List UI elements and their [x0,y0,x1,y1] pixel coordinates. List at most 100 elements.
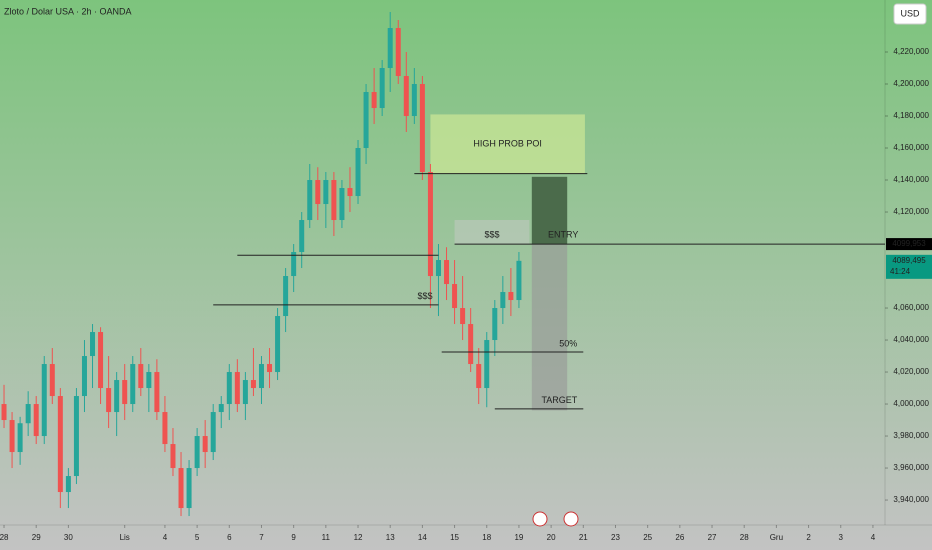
candle-body [315,180,321,205]
x-tick-label: 20 [547,533,556,542]
x-tick-label: 5 [195,533,200,542]
candle-body [202,436,208,453]
candle-body [379,68,385,109]
candle-body [355,148,361,197]
candle-body [283,276,289,317]
x-tick-label: 28 [0,533,9,542]
candle-body [194,436,200,469]
y-tick-label: 4,180,000 [893,111,929,120]
zone-label: $$$ [484,229,499,239]
candle-body [242,380,248,405]
candle-body [186,468,192,509]
candle-body [65,476,71,493]
y-tick-label: 4,120,000 [893,207,929,216]
zone [454,220,530,245]
candle-body [291,252,297,277]
candle-body [371,92,377,109]
candle-body [49,364,55,397]
candle-body [452,284,458,309]
x-tick-label: 18 [482,533,491,542]
level-label: TARGET [541,395,577,405]
x-tick-label: 6 [227,533,232,542]
candle-body [339,188,345,221]
chart-title: Zloto / Dolar USA · 2h · OANDA [4,6,132,16]
y-tick-label: 4,140,000 [893,175,929,184]
x-tick-label: 15 [450,533,459,542]
price-tag-countdown: 41:24 [890,267,911,276]
candle-body [460,308,466,325]
level-label: 50% [559,338,577,348]
candle-body [419,84,425,173]
x-tick-label: Gru [770,533,783,542]
x-tick-label: 21 [579,533,588,542]
candle-body [395,28,401,77]
candle-body [9,420,15,453]
y-tick-label: 4,060,000 [893,303,929,312]
x-tick-label: 12 [354,533,363,542]
candle-body [387,28,393,69]
x-tick-label: 28 [740,533,749,542]
x-tick-label: 29 [32,533,41,542]
zone [531,244,568,411]
x-tick-label: 13 [386,533,395,542]
x-tick-label: 30 [64,533,73,542]
candle-body [33,404,39,437]
x-tick-label: 19 [514,533,523,542]
y-tick-label: 3,940,000 [893,495,929,504]
candle-body [162,412,168,445]
candle-body [500,292,506,309]
candle-body [363,92,369,149]
candle-body [90,332,96,357]
candle-body [484,340,490,389]
x-tick-label: 27 [708,533,717,542]
candle-body [210,412,216,453]
zone [430,114,585,174]
candle-body [476,364,482,389]
event-icon[interactable] [563,511,579,527]
candle-body [130,364,136,405]
y-tick-label: 4,000,000 [893,399,929,408]
candle-body [73,396,79,477]
y-tick-label: 4,020,000 [893,367,929,376]
currency-button[interactable] [893,3,927,25]
x-tick-label: 9 [291,533,296,542]
currency-label[interactable]: USD [900,8,920,18]
x-tick-label: 2 [806,533,811,542]
candle-body [323,180,329,205]
candle-body [508,292,514,301]
candle-body [275,316,281,373]
candle-body [516,260,522,301]
candle-body [411,84,417,117]
candle-body [1,404,7,421]
candle-body [154,372,160,413]
candle-body [427,172,433,277]
candle-body [226,372,232,405]
y-tick-label: 4,160,000 [893,143,929,152]
candle-body [468,324,474,365]
x-tick-label: 7 [259,533,264,542]
price-tag [886,254,932,279]
x-tick-label: 4 [163,533,168,542]
x-tick-label: 25 [643,533,652,542]
candle-body [435,260,441,277]
candle-body [492,308,498,341]
y-tick-label: 4,220,000 [893,47,929,56]
candle-body [347,188,353,197]
candle-body [106,388,112,413]
candle-body [218,404,224,413]
event-icon[interactable] [532,511,548,527]
zone-label: ENTRY [548,229,578,239]
x-tick-label: 14 [418,533,427,542]
y-tick-label: 3,960,000 [893,463,929,472]
x-tick-label: Lis [120,533,130,542]
candle-body [258,364,264,389]
candle-body [267,364,273,373]
price-tag-label: 4099,953 [892,239,926,248]
zone [531,176,568,245]
candle-body [307,180,313,221]
y-tick-label: 3,980,000 [893,431,929,440]
candle-body [178,468,184,509]
